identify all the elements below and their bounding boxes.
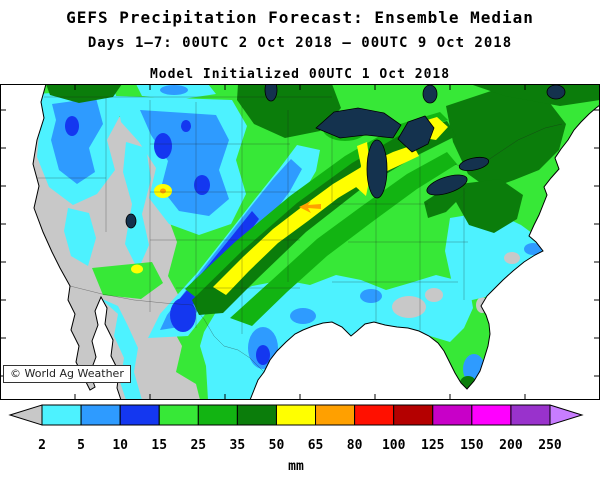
lakes (125, 84, 566, 229)
map-svg (0, 84, 600, 400)
precip-bluedark-newmexico (170, 298, 196, 332)
colorbar-segment (41, 404, 82, 426)
precip-greendark-ontario (470, 84, 600, 106)
precip-blue-mississippi (360, 289, 382, 303)
precip-yellow-lakeshore (356, 142, 371, 196)
precip-orange-colorado (160, 188, 166, 194)
colorbar-underflow-arrow (8, 404, 43, 426)
precip-cyan-sierra (64, 208, 96, 266)
colorbar-overflow-arrow (549, 404, 584, 426)
lake-ontario (458, 156, 490, 172)
map-frame-ticks (0, 84, 600, 400)
watermark: © World Ag Weather (3, 365, 131, 383)
lake-huron (397, 115, 435, 153)
precip-blue-bc (160, 85, 188, 95)
colorbar-tick-label: 200 (499, 438, 523, 453)
colorbar-segment (354, 404, 395, 426)
precip-greendark-washington (46, 84, 122, 103)
colorbar-tick-label: 35 (230, 438, 246, 453)
colorbar-unit: mm (288, 459, 304, 474)
precip-yellow-nevada (131, 264, 143, 274)
precip-greendark-appalachia (424, 184, 466, 218)
header: GEFS Precipitation Forecast: Ensemble Me… (0, 0, 600, 83)
colorbar-segment (236, 404, 277, 426)
precip-cyan-utah (123, 142, 151, 270)
colorbar: 2 5 10 15 25 35 50 65 80 100 125 150 200 250 mm (0, 400, 600, 486)
colorbar-segment (119, 404, 160, 426)
precip-green-arizona (92, 262, 163, 299)
colorbar-segment (393, 404, 434, 426)
colorbar-tick-label: 250 (538, 438, 562, 453)
precip-bluedark-montana (154, 133, 172, 159)
colorbar-segment (80, 404, 121, 426)
colorbar-tick-label: 125 (421, 438, 444, 453)
precip-bluedark-montana-2 (181, 120, 191, 132)
colorbar-tick-label: 10 (112, 438, 128, 453)
precip-greendark-midatlantic (456, 179, 523, 233)
precip-gray-georgia (392, 296, 426, 318)
state-borders (34, 96, 563, 373)
lake-st-lawrence (546, 84, 566, 100)
colorbar-segment (158, 404, 199, 426)
colorbar-segment (471, 404, 512, 426)
colorbar-segment (197, 404, 238, 426)
precip-orange-missouri (299, 201, 321, 213)
colorbar-tick-label: 5 (77, 438, 85, 453)
colorbar-tick-label: 65 (308, 438, 324, 453)
lake-superior (315, 107, 402, 139)
lake-michigan (366, 139, 388, 199)
precip-bluedark-cascades (65, 116, 79, 136)
precip-gray-alabama (425, 288, 443, 302)
colorbar-tick-label: 50 (269, 438, 285, 453)
colorbar-tick-label: 2 (38, 438, 46, 453)
precip-cyan-mexico-coast (100, 298, 142, 400)
precip-field (33, 84, 600, 400)
colorbar-tick-label: 150 (460, 438, 484, 453)
precip-blue-hatteras (524, 243, 542, 255)
lake-winnipeg (264, 84, 278, 102)
precip-cyan-carolinas (445, 211, 547, 301)
colorbar-tick-label: 80 (347, 438, 363, 453)
lake-nipigon (422, 84, 438, 104)
colorbar-segment (432, 404, 473, 426)
init-time-line: Model Initialized 00UTC 1 Oct 2018 (149, 67, 451, 82)
precip-greenmed-band-se (230, 152, 457, 326)
page-subtitle: Days 1–7: 00UTC 2 Oct 2018 – 00UTC 9 Oct… (87, 35, 513, 51)
lake-erie (426, 174, 468, 196)
colorbar-segment (510, 404, 551, 426)
precip-blue-pacific-northwest (51, 98, 103, 184)
page-title: GEFS Precipitation Forecast: Ensemble Me… (66, 8, 534, 27)
precip-bluedark-wyoming (194, 175, 210, 195)
colorbar-tick-label: 15 (151, 438, 167, 453)
forecast-map: © World Ag Weather (0, 84, 600, 400)
precip-greendark-dakotas (237, 84, 341, 138)
great-salt-lake (125, 213, 137, 229)
colorbar-segment (275, 404, 317, 426)
colorbar-tick-label: 25 (190, 438, 206, 453)
colorbar-segment (315, 404, 356, 426)
precip-blue-texas-coast (290, 308, 316, 324)
precip-bluedark-south-texas (256, 345, 270, 365)
colorbar-tick-label: 100 (382, 438, 406, 453)
precip-yellow-band (213, 145, 419, 295)
precip-gray-south-carolina (504, 252, 520, 264)
